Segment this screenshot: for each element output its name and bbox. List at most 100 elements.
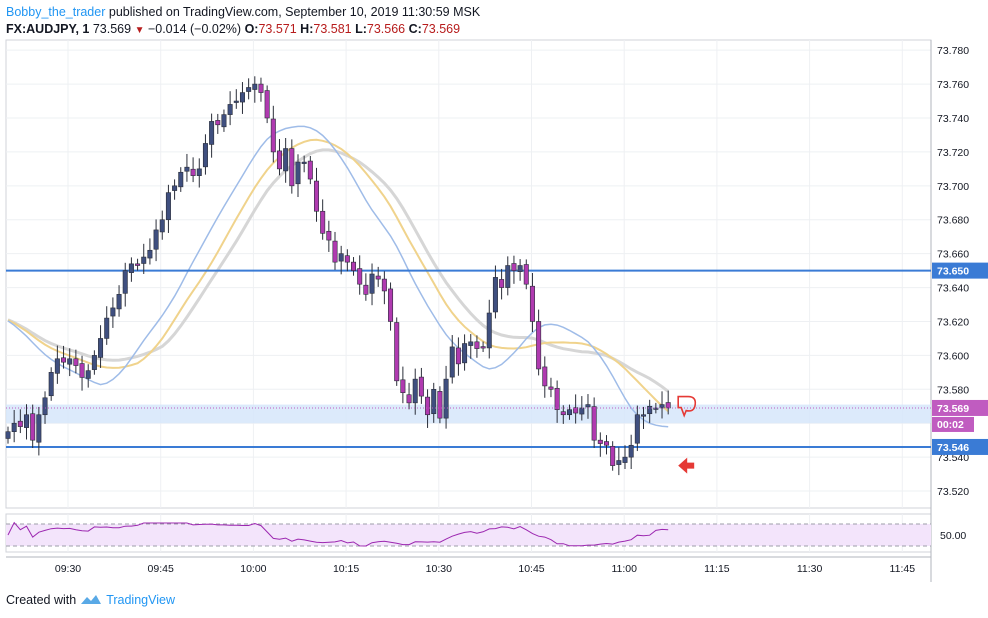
candle-body xyxy=(184,166,190,172)
candle-body xyxy=(85,370,91,379)
price-tick-label: 73.640 xyxy=(937,283,969,295)
candle-body xyxy=(24,414,30,428)
candle-body xyxy=(61,357,67,363)
countdown-label: 00:02 xyxy=(937,419,964,431)
price-tick-label: 73.780 xyxy=(937,45,969,57)
author-link[interactable]: Bobby_the_trader xyxy=(6,5,106,19)
candle-body xyxy=(36,414,42,443)
low-label: L: xyxy=(355,22,367,36)
candle-body xyxy=(295,161,301,185)
candle-body xyxy=(529,285,535,322)
open-label: O: xyxy=(244,22,259,36)
candle-body xyxy=(505,265,511,288)
time-tick-label: 11:15 xyxy=(704,563,730,575)
price-chart[interactable]: 09:30 09:45 10:00 10:15 10:30 10:45 11:00 11:15… xyxy=(0,0,988,585)
created-with-text: Created with xyxy=(6,593,77,607)
candle-body xyxy=(437,391,443,419)
price-tick-label: 73.620 xyxy=(937,316,969,328)
time-tick-label: 09:30 xyxy=(55,563,81,575)
candle-body xyxy=(320,210,326,234)
candle-body xyxy=(511,263,517,271)
high-value: 73.581 xyxy=(313,22,352,36)
time-tick-label: 11:00 xyxy=(611,563,637,575)
candle-body xyxy=(431,389,437,415)
thumbs-down-icon xyxy=(677,395,697,418)
time-tick-label: 11:30 xyxy=(797,563,823,575)
candle-body xyxy=(499,279,505,288)
time-tick-label: 10:30 xyxy=(426,563,452,575)
candle-body xyxy=(616,460,622,465)
footer: Created with TradingView xyxy=(6,593,175,607)
candle-body xyxy=(573,407,579,414)
candle-body xyxy=(54,358,60,374)
high-label: H: xyxy=(300,22,314,36)
candle-body xyxy=(202,143,208,168)
candle-body xyxy=(659,404,665,409)
time-tick-label: 10:00 xyxy=(240,563,266,575)
price-pane xyxy=(5,39,932,509)
candle-body xyxy=(548,386,554,390)
candle-body xyxy=(406,394,412,404)
tradingview-logo-icon xyxy=(81,595,102,604)
published-text: published on TradingView.com, September … xyxy=(108,5,481,19)
candle-body xyxy=(628,444,634,458)
candle-body xyxy=(79,363,85,378)
candle-body xyxy=(357,268,363,285)
candle-body xyxy=(196,168,202,176)
candle-body xyxy=(536,321,542,370)
rsi-line xyxy=(7,521,669,547)
close-label: C: xyxy=(408,22,422,36)
price-tick-label: 73.740 xyxy=(937,113,969,125)
price-tick-label: 73.520 xyxy=(937,486,969,498)
tradingview-brand-link[interactable]: TradingView xyxy=(106,593,175,607)
candle-body xyxy=(468,341,474,346)
candle-body xyxy=(116,294,122,310)
candle-body xyxy=(418,376,424,397)
candle-body xyxy=(381,278,387,292)
candle-body xyxy=(560,411,566,416)
down-arrow-icon: ▼ xyxy=(134,25,145,36)
low-value: 73.566 xyxy=(366,22,406,36)
current-price-tag xyxy=(932,399,988,416)
candle-body xyxy=(579,407,585,415)
candle-body xyxy=(647,405,653,415)
candle-body xyxy=(246,87,252,92)
candle-body xyxy=(443,378,449,419)
close-value: 73.569 xyxy=(421,22,461,36)
candle-body xyxy=(135,263,141,266)
candle-body xyxy=(5,431,11,439)
candle-body xyxy=(307,160,313,180)
candle-body xyxy=(394,322,400,382)
candle-body xyxy=(369,273,375,294)
candle-body xyxy=(326,230,332,241)
candle-body xyxy=(474,341,480,349)
candle-body xyxy=(128,263,134,273)
candle-body xyxy=(159,219,165,233)
candle-body xyxy=(264,90,270,119)
candle-body xyxy=(665,402,671,409)
rsi-band xyxy=(6,524,931,546)
price-tick-label: 73.720 xyxy=(937,147,969,159)
candle-body xyxy=(122,270,128,294)
price-tick-label: 73.660 xyxy=(937,249,969,261)
candle-body xyxy=(172,185,178,191)
candle-body xyxy=(388,288,394,322)
candle-body xyxy=(332,240,338,263)
candle-body xyxy=(147,249,153,259)
candle-body xyxy=(178,171,184,188)
ma-fast-line xyxy=(7,125,669,428)
candle-body xyxy=(289,148,295,187)
candle-body xyxy=(462,343,468,364)
level-price-tag xyxy=(932,262,988,279)
candle-body xyxy=(221,114,227,128)
candle-body xyxy=(480,346,486,349)
candle-body xyxy=(227,104,233,115)
candle-body xyxy=(523,264,529,285)
price-tick-label: 73.680 xyxy=(937,215,969,227)
price-tick-label: 73.540 xyxy=(937,452,969,464)
candle-body xyxy=(270,118,276,153)
candle-body xyxy=(233,100,239,103)
level-price-tag xyxy=(932,438,988,455)
candle-body xyxy=(190,168,196,176)
highlight-zone xyxy=(6,404,931,424)
